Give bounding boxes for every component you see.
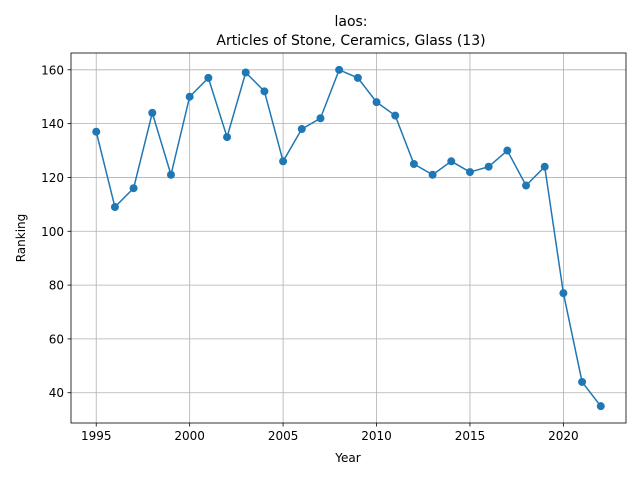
data-point xyxy=(540,162,549,171)
y-tick-label: 80 xyxy=(49,279,64,293)
data-point xyxy=(503,146,512,155)
data-point xyxy=(428,170,437,179)
data-point xyxy=(484,162,493,171)
data-point xyxy=(110,203,119,212)
series-group xyxy=(92,65,605,411)
data-point xyxy=(297,125,306,134)
series-line xyxy=(95,68,602,407)
data-point xyxy=(316,114,325,123)
data-point xyxy=(447,157,456,166)
data-point xyxy=(92,127,101,136)
data-point xyxy=(559,289,568,298)
x-tick-label: 1995 xyxy=(81,429,112,443)
data-point xyxy=(204,73,213,82)
y-tick-label: 120 xyxy=(41,171,64,185)
y-tick-label: 140 xyxy=(41,117,64,131)
data-point xyxy=(185,92,194,101)
x-tick-label: 2005 xyxy=(268,429,299,443)
grid-lines xyxy=(71,53,626,423)
y-tick-label: 60 xyxy=(49,332,64,346)
data-point xyxy=(522,181,531,190)
data-point xyxy=(465,168,474,177)
plot-area-frame xyxy=(70,52,627,424)
x-axis-label: Year xyxy=(334,451,360,465)
y-tick-label: 40 xyxy=(49,386,64,400)
data-point xyxy=(335,65,344,74)
data-point xyxy=(260,87,269,96)
x-tick-label: 2015 xyxy=(455,429,486,443)
axis-ticks: 1995 2000 2005 2010 2015 2020 40 60 80 100 120 140 1… xyxy=(41,63,579,443)
data-point xyxy=(409,160,418,168)
data-point xyxy=(148,108,157,117)
data-point xyxy=(241,68,250,77)
x-tick-label: 2020 xyxy=(548,429,579,443)
chart-title-line1: laos: xyxy=(334,14,367,30)
data-point xyxy=(166,170,175,179)
data-point xyxy=(372,98,381,107)
data-point xyxy=(578,377,587,386)
data-point xyxy=(596,402,605,411)
x-tick-label: 2000 xyxy=(174,429,205,443)
data-point xyxy=(391,111,400,120)
chart-title-line2: Articles of Stone, Ceramics, Glass (13) xyxy=(216,33,485,49)
y-axis-label: Ranking xyxy=(14,214,28,263)
data-point xyxy=(129,184,138,193)
y-tick-label: 160 xyxy=(41,63,64,77)
y-tick-label: 100 xyxy=(41,225,64,239)
x-tick-label: 2010 xyxy=(361,429,392,443)
data-point xyxy=(223,133,232,142)
data-point xyxy=(279,157,288,166)
data-point xyxy=(353,73,362,82)
